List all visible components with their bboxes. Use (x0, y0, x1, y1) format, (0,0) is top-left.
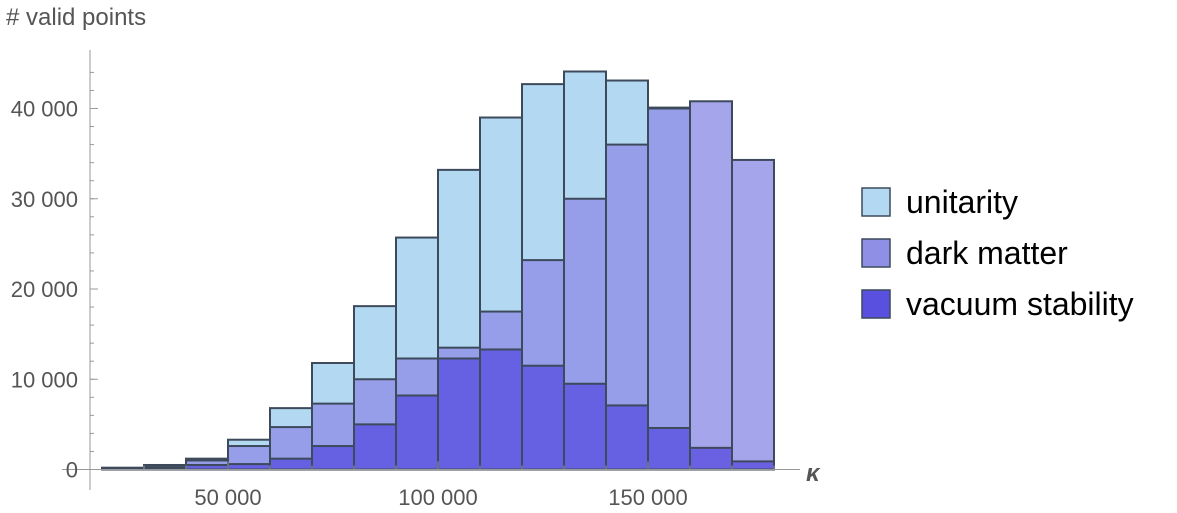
bar-vacuum-stability-13 (647, 426, 691, 471)
bar-dark-matter-14 (689, 100, 733, 471)
y-axis-title: # valid points (6, 4, 146, 31)
legend-label-dark-matter: dark matter (906, 235, 1068, 271)
legend: unitarity dark matter vacuum stability (861, 184, 1134, 322)
bar-vacuum-stability-15 (731, 460, 775, 471)
bar-vacuum-stability-14 (689, 446, 733, 471)
axes-layer: 0 10 000 20 000 30 000 40 000 50 000 100 000 15… (11, 50, 800, 510)
bar-dark-matter-15 (731, 158, 775, 471)
bar-vacuum-stability-12 (605, 404, 649, 471)
bar-vacuum-stability-7 (395, 394, 439, 471)
bar-vacuum-stability-11 (563, 382, 607, 471)
legend-swatch-dark-matter (861, 238, 891, 268)
legend-label-unitarity: unitarity (906, 184, 1018, 220)
bar-vacuum-stability-6 (353, 423, 397, 471)
bar-vacuum-stability-10 (521, 364, 565, 471)
bar-vacuum-stability-4 (269, 457, 313, 471)
x-tick-label: 150 000 (608, 485, 688, 510)
y-tick-label: 10 000 (11, 367, 78, 392)
x-axis-title: κ (806, 460, 821, 487)
bars-layer (101, 70, 775, 471)
bar-vacuum-stability-9 (479, 348, 523, 471)
bar-vacuum-stability-8 (437, 357, 481, 471)
y-tick-label: 20 000 (11, 277, 78, 302)
y-tick-label: 30 000 (11, 187, 78, 212)
y-tick-label: 0 (66, 458, 78, 483)
bar-dark-matter-13 (647, 107, 691, 471)
x-tick-label: 100 000 (398, 485, 478, 510)
y-tick-label: 40 000 (11, 97, 78, 122)
bar-vacuum-stability-5 (311, 445, 355, 471)
legend-swatch-vacuum-stability (861, 289, 891, 319)
legend-swatch-unitarity (861, 187, 891, 217)
bar-vacuum-stability-3 (227, 463, 271, 471)
legend-label-vacuum-stability: vacuum stability (906, 286, 1134, 322)
bar-vacuum-stability-2 (185, 463, 229, 471)
x-tick-label: 50 000 (194, 485, 261, 510)
